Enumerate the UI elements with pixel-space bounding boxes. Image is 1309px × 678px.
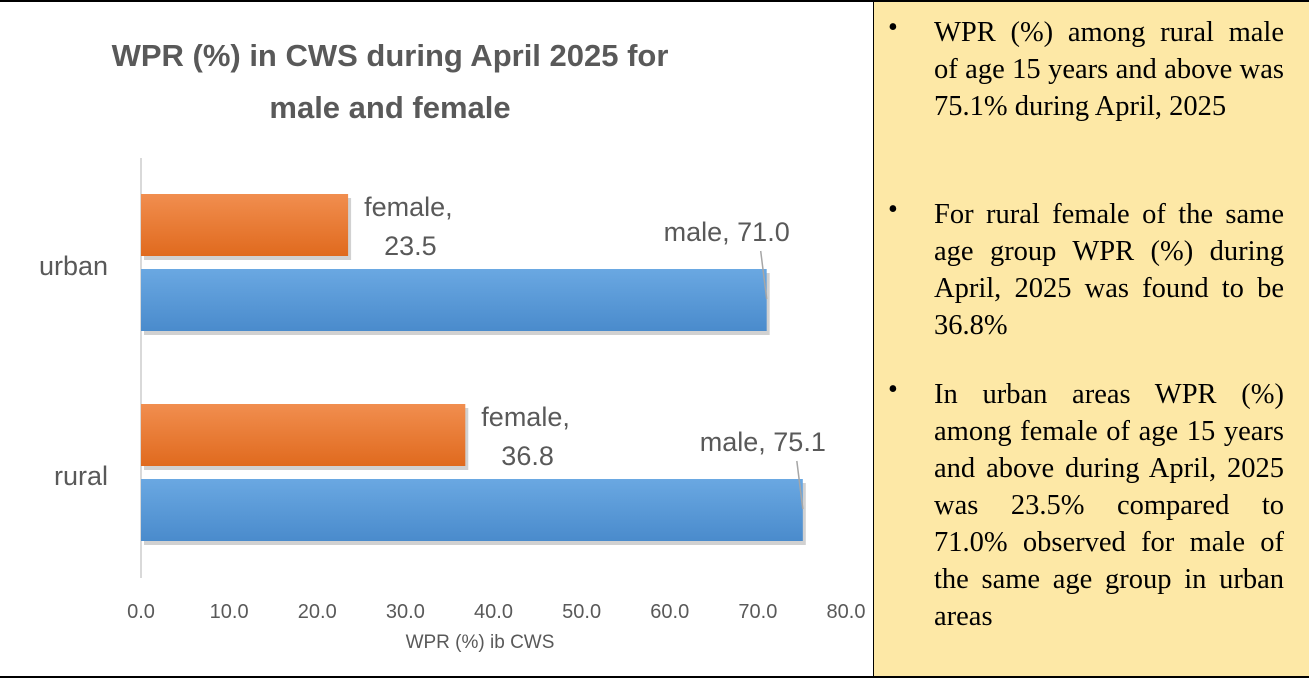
bullet-icon: • <box>888 194 898 225</box>
male-data-label-rural: male, 75.1 <box>700 427 826 457</box>
bullet-icon: • <box>888 12 898 43</box>
x-tick-label: 80.0 <box>827 601 866 623</box>
chart-title: WPR (%) in CWS during April 2025 for mal… <box>111 38 669 125</box>
category-label-urban: urban <box>39 251 108 281</box>
note-text: For rural female of the same age group W… <box>934 199 1284 341</box>
female-bar-rural <box>141 404 466 466</box>
x-tick-label: 20.0 <box>298 601 337 623</box>
male-data-label-urban: male, 71.0 <box>664 217 790 247</box>
chart-panel: WPR (%) in CWS during April 2025 for mal… <box>39 38 866 653</box>
note-text: In urban areas WPR (%) among female of a… <box>934 379 1284 632</box>
male-bar-rural <box>141 479 803 541</box>
x-axis-title: WPR (%) ib CWS <box>406 632 555 653</box>
x-tick-label: 40.0 <box>474 601 513 623</box>
x-tick-label: 50.0 <box>562 601 601 623</box>
bar-chart: female, 23.5 male, 71.0 female, 36.8 male, 75… <box>39 158 866 653</box>
male-bar-urban <box>141 269 767 331</box>
x-tick-label: 30.0 <box>386 601 425 623</box>
male-leader-line <box>759 250 768 300</box>
note-text: WPR (%) among rural male of age 15 years… <box>934 17 1284 122</box>
female-data-label-rural: female, 36.8 <box>481 402 570 471</box>
male-leader-line <box>796 460 804 510</box>
female-data-label-urban: female, 23.5 <box>364 192 453 261</box>
x-tick-label: 70.0 <box>738 601 777 623</box>
category-label-rural: rural <box>54 461 108 491</box>
x-tick-label: 10.0 <box>210 601 249 623</box>
bullet-icon: • <box>888 374 898 405</box>
x-tick-label: 60.0 <box>650 601 689 623</box>
female-bar-urban <box>141 194 349 256</box>
x-tick-label: 0.0 <box>127 601 155 623</box>
notes-panel: • WPR (%) among rural male of age 15 yea… <box>874 2 1309 676</box>
panel-divider <box>873 0 874 678</box>
